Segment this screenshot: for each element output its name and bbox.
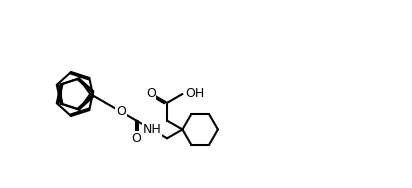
Text: O: O <box>116 105 126 118</box>
Text: OH: OH <box>185 86 205 99</box>
Text: NH: NH <box>143 123 161 136</box>
Text: O: O <box>131 132 141 145</box>
Text: O: O <box>146 86 156 99</box>
